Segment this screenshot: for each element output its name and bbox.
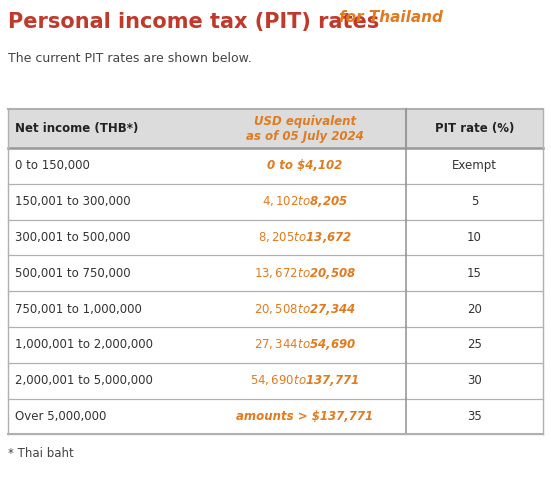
Text: 750,001 to 1,000,000: 750,001 to 1,000,000 — [15, 303, 142, 316]
Text: The current PIT rates are shown below.: The current PIT rates are shown below. — [8, 52, 252, 65]
Text: Exempt: Exempt — [452, 160, 497, 172]
Text: 25: 25 — [467, 338, 482, 351]
Text: 300,001 to 500,000: 300,001 to 500,000 — [15, 231, 131, 244]
Text: Net income (THB*): Net income (THB*) — [15, 122, 138, 135]
Text: 1,000,001 to 2,000,000: 1,000,001 to 2,000,000 — [15, 338, 153, 351]
Text: Personal income tax (PIT) rates: Personal income tax (PIT) rates — [8, 12, 380, 32]
Text: 5: 5 — [471, 195, 478, 208]
Text: $27,344 to $54,690: $27,344 to $54,690 — [254, 337, 356, 352]
Text: 15: 15 — [467, 267, 482, 280]
Text: 2,000,001 to 5,000,000: 2,000,001 to 5,000,000 — [15, 374, 153, 387]
Text: 20: 20 — [467, 303, 482, 316]
Text: PIT rate (%): PIT rate (%) — [435, 122, 514, 135]
Text: 10: 10 — [467, 231, 482, 244]
Text: 0 to 150,000: 0 to 150,000 — [15, 160, 90, 172]
Text: amounts > $137,771: amounts > $137,771 — [236, 410, 374, 423]
Text: 150,001 to 300,000: 150,001 to 300,000 — [15, 195, 131, 208]
Text: $8,205 to $13,672: $8,205 to $13,672 — [258, 230, 352, 245]
Text: * Thai baht: * Thai baht — [8, 447, 74, 460]
Text: $20,508 to $27,344: $20,508 to $27,344 — [254, 302, 356, 317]
Text: 0 to $4,102: 0 to $4,102 — [267, 160, 343, 172]
Text: for Thailand: for Thailand — [339, 10, 443, 25]
Text: $54,690 to $137,771: $54,690 to $137,771 — [250, 373, 360, 388]
Text: Over 5,000,000: Over 5,000,000 — [15, 410, 106, 423]
Text: 30: 30 — [467, 374, 482, 387]
Text: $4,102 to $8,205: $4,102 to $8,205 — [262, 194, 348, 209]
Text: USD equivalent
as of 05 July 2024: USD equivalent as of 05 July 2024 — [246, 115, 364, 143]
Bar — [8, 109, 543, 148]
Text: $13,672 to $20,508: $13,672 to $20,508 — [254, 266, 356, 281]
Text: 500,001 to 750,000: 500,001 to 750,000 — [15, 267, 131, 280]
Text: 35: 35 — [467, 410, 482, 423]
